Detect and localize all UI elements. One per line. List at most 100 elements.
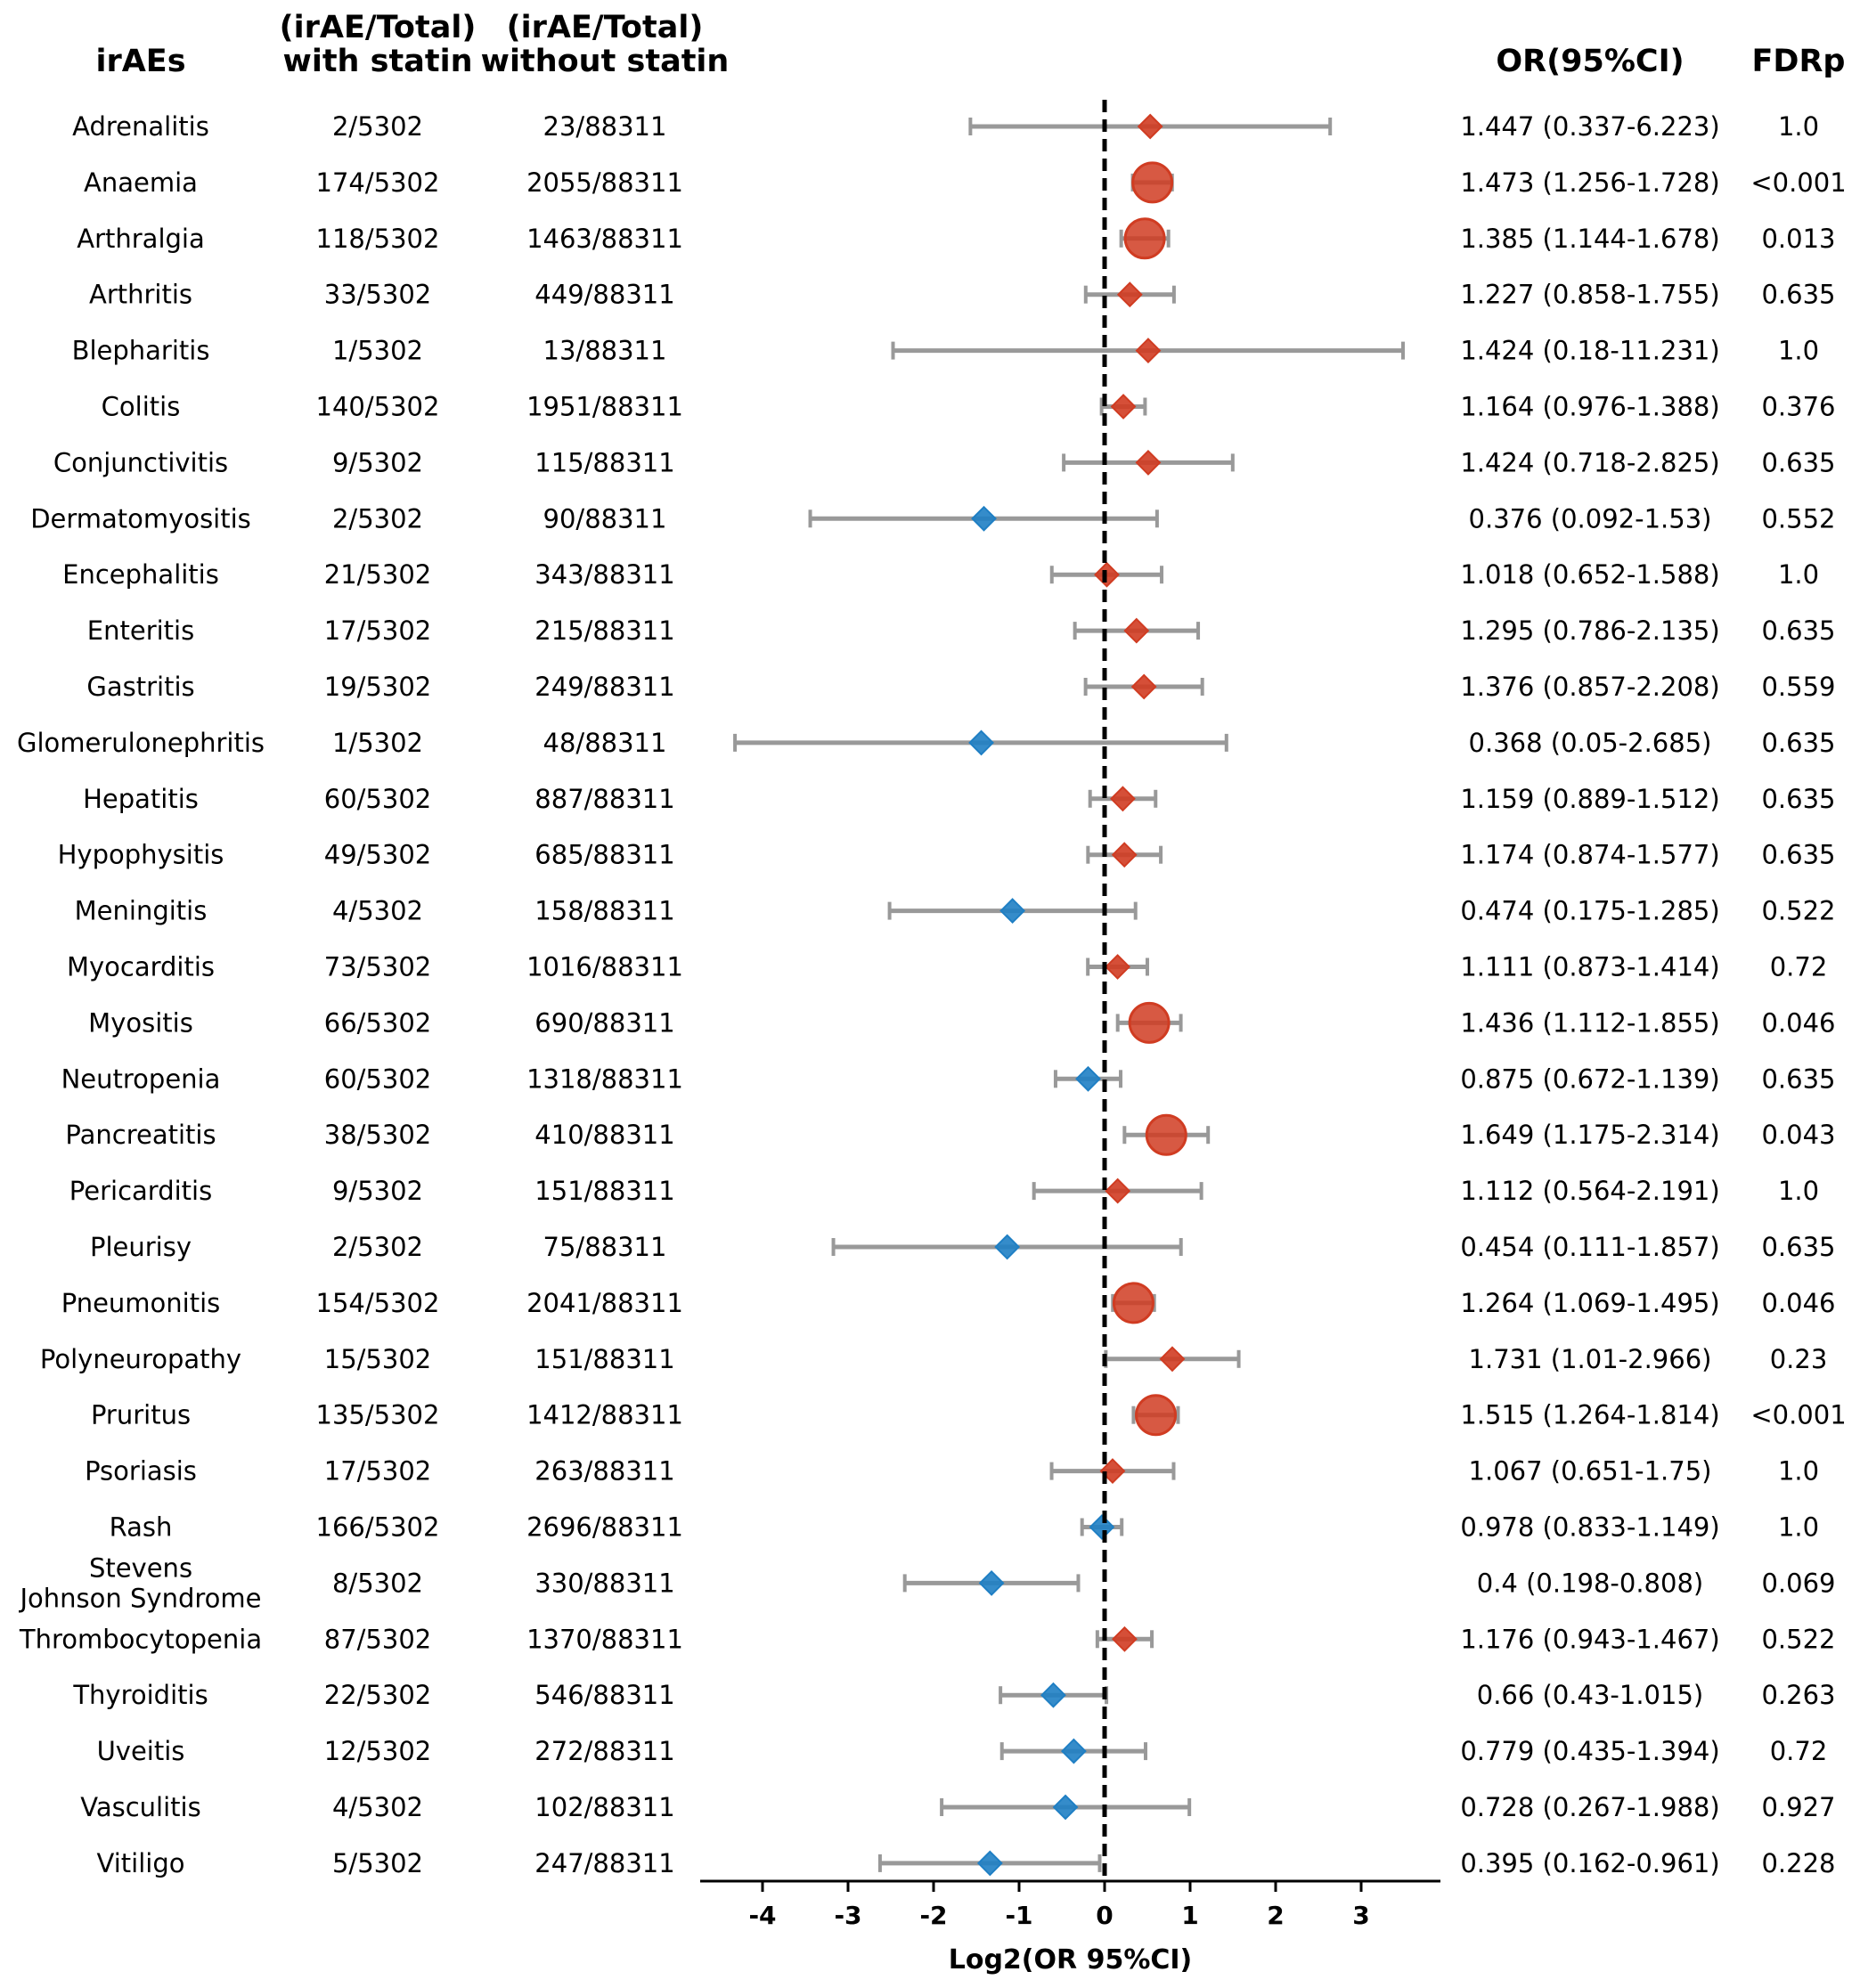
x-axis: -4 -3 -2 -1 0 1 2 3 Log2(OR 95%CI) bbox=[700, 1879, 1440, 1976]
without-statin-cell: 90/88311 bbox=[543, 503, 667, 534]
row-label: Hypophysitis bbox=[58, 840, 224, 870]
point-diamond bbox=[999, 898, 1026, 925]
or-ci-cell: 1.176 (0.943-1.467) bbox=[1460, 1624, 1719, 1654]
fdr-cell: 1.0 bbox=[1778, 1176, 1819, 1206]
or-ci-cell: 1.649 (1.175-2.314) bbox=[1460, 1120, 1719, 1150]
fdr-cell: 0.635 bbox=[1761, 840, 1835, 870]
fdr-cell: 0.72 bbox=[1770, 1736, 1828, 1766]
fdr-cell: 1.0 bbox=[1778, 111, 1819, 142]
without-statin-cell: 330/88311 bbox=[534, 1568, 674, 1598]
point-circle bbox=[1145, 1113, 1187, 1156]
header-irAEs: irAEs bbox=[95, 44, 185, 79]
or-ci-cell: 1.018 (0.652-1.588) bbox=[1460, 559, 1719, 590]
without-statin-cell: 2055/88311 bbox=[526, 167, 683, 198]
header-with-statin-line1: (irAE/Total) bbox=[280, 10, 477, 45]
point-diamond bbox=[1159, 1346, 1186, 1373]
or-ci-cell: 1.515 (1.264-1.814) bbox=[1460, 1400, 1719, 1430]
row-label: Polyneuropathy bbox=[40, 1344, 241, 1374]
with-statin-cell: 140/5302 bbox=[316, 392, 440, 422]
with-statin-cell: 66/5302 bbox=[324, 1007, 431, 1038]
or-ci-cell: 1.264 (1.069-1.495) bbox=[1460, 1288, 1719, 1318]
with-statin-cell: 19/5302 bbox=[324, 672, 431, 702]
x-tick-label: -4 bbox=[748, 1901, 776, 1930]
fdr-cell: 0.522 bbox=[1761, 1624, 1835, 1654]
row-label: Hepatitis bbox=[83, 784, 199, 814]
or-ci-cell: 1.112 (0.564-2.191) bbox=[1460, 1176, 1719, 1206]
without-statin-cell: 1318/88311 bbox=[526, 1063, 683, 1094]
row-label: Myositis bbox=[88, 1007, 193, 1038]
without-statin-cell: 247/88311 bbox=[534, 1848, 674, 1878]
or-ci-cell: 0.395 (0.162-0.961) bbox=[1460, 1848, 1719, 1878]
or-ci-cell: 1.424 (0.718-2.825) bbox=[1460, 447, 1719, 477]
row-label: Blepharitis bbox=[72, 336, 210, 366]
without-statin-cell: 343/88311 bbox=[534, 559, 674, 590]
row-label: Arthralgia bbox=[77, 224, 205, 254]
point-diamond bbox=[1137, 113, 1163, 140]
with-statin-cell: 60/5302 bbox=[324, 1063, 431, 1094]
fdr-cell: <0.001 bbox=[1750, 167, 1846, 198]
or-ci-cell: 1.159 (0.889-1.512) bbox=[1460, 784, 1719, 814]
x-tick-label: 2 bbox=[1267, 1901, 1284, 1930]
row-label: Gastritis bbox=[86, 672, 194, 702]
fdr-cell: 0.635 bbox=[1761, 1232, 1835, 1262]
point-diamond bbox=[1075, 1065, 1101, 1092]
point-diamond bbox=[971, 505, 997, 532]
x-tick-label: 3 bbox=[1352, 1901, 1369, 1930]
fdr-cell: 1.0 bbox=[1778, 1512, 1819, 1543]
or-ci-cell: 1.174 (0.874-1.577) bbox=[1460, 840, 1719, 870]
row-label: Thyroiditis bbox=[72, 1680, 208, 1710]
fdr-cell: 0.263 bbox=[1761, 1680, 1835, 1710]
or-ci-cell: 1.731 (1.01-2.966) bbox=[1469, 1344, 1712, 1374]
point-diamond bbox=[968, 729, 994, 756]
with-statin-cell: 9/5302 bbox=[332, 1176, 423, 1206]
without-statin-cell: 410/88311 bbox=[534, 1120, 674, 1150]
point-diamond bbox=[1105, 954, 1130, 980]
row-label-line1: Stevens bbox=[89, 1552, 192, 1583]
without-statin-cell: 2696/88311 bbox=[526, 1512, 683, 1543]
with-statin-cell: 17/5302 bbox=[324, 615, 431, 646]
row-label: Encephalitis bbox=[62, 559, 219, 590]
fdr-cell: 1.0 bbox=[1778, 559, 1819, 590]
or-ci-cell: 1.385 (1.144-1.678) bbox=[1460, 224, 1719, 254]
without-statin-cell: 102/88311 bbox=[534, 1792, 674, 1822]
or-ci-cell: 0.66 (0.43-1.015) bbox=[1477, 1680, 1703, 1710]
row-label: Vitiligo bbox=[97, 1848, 185, 1878]
or-ci-cell: 0.779 (0.435-1.394) bbox=[1460, 1736, 1719, 1766]
or-ci-cell: 0.474 (0.175-1.285) bbox=[1460, 896, 1719, 926]
or-ci-cell: 0.368 (0.05-2.685) bbox=[1469, 728, 1712, 758]
header-or-ci: OR(95%CI) bbox=[1496, 44, 1684, 79]
or-ci-cell: 1.164 (0.976-1.388) bbox=[1460, 392, 1719, 422]
point-diamond bbox=[1135, 449, 1162, 476]
without-statin-cell: 685/88311 bbox=[534, 840, 674, 870]
point-diamond bbox=[1110, 786, 1136, 812]
without-statin-cell: 115/88311 bbox=[534, 447, 674, 477]
with-statin-cell: 38/5302 bbox=[324, 1120, 431, 1150]
with-statin-cell: 135/5302 bbox=[316, 1400, 440, 1430]
x-tick-label: -1 bbox=[1005, 1901, 1032, 1930]
row-label: Vasculitis bbox=[80, 1792, 200, 1822]
or-ci-cell: 0.875 (0.672-1.139) bbox=[1460, 1063, 1719, 1094]
without-statin-cell: 887/88311 bbox=[534, 784, 674, 814]
fdr-cell: 0.927 bbox=[1761, 1792, 1835, 1822]
without-statin-cell: 48/88311 bbox=[543, 728, 667, 758]
with-statin-cell: 12/5302 bbox=[324, 1736, 431, 1766]
row-label: Pleurisy bbox=[90, 1232, 192, 1262]
row-label: Arthritis bbox=[89, 280, 192, 310]
without-statin-cell: 215/88311 bbox=[534, 615, 674, 646]
row-label: Meningitis bbox=[75, 896, 208, 926]
point-diamond bbox=[1052, 1794, 1079, 1821]
or-ci-cell: 0.376 (0.092-1.53) bbox=[1469, 503, 1712, 534]
fdr-cell: <0.001 bbox=[1750, 1400, 1846, 1430]
x-axis-label: Log2(OR 95%CI) bbox=[949, 1944, 1193, 1976]
point-diamond bbox=[1110, 394, 1137, 420]
with-statin-cell: 21/5302 bbox=[324, 559, 431, 590]
or-ci-cell: 0.728 (0.267-1.988) bbox=[1460, 1792, 1719, 1822]
or-ci-cell: 1.376 (0.857-2.208) bbox=[1460, 672, 1719, 702]
point-circle bbox=[1131, 161, 1174, 204]
row-label: Dermatomyositis bbox=[30, 503, 251, 534]
fdr-cell: 0.043 bbox=[1761, 1120, 1835, 1150]
with-statin-cell: 22/5302 bbox=[324, 1680, 431, 1710]
without-statin-cell: 1463/88311 bbox=[526, 224, 683, 254]
or-ci-cell: 0.978 (0.833-1.149) bbox=[1460, 1512, 1719, 1543]
without-statin-cell: 1412/88311 bbox=[526, 1400, 683, 1430]
